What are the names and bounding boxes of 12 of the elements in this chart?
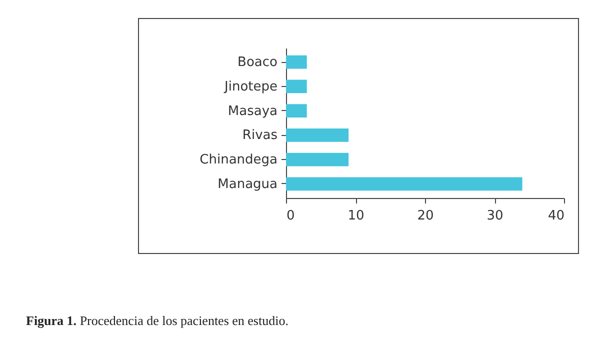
y-tick-label: Masaya [228,104,278,119]
x-tick-label: 20 [417,208,434,224]
x-tick-label: 0 [286,208,295,224]
y-tick-label: Managua [218,176,278,192]
y-tick-label: Rivas [242,128,278,144]
text: Figura 1. Procedencia de los pacientes en estudio. [26,313,288,329]
x-tick-label: 10 [348,208,364,224]
x-tick-label: 40 [548,208,564,224]
y-tick-label: Chinandega [200,152,278,168]
y-tick-label: Jinotepe [224,79,278,94]
x-tick-label: 30 [486,208,504,224]
y-tick-label: Boaco [238,55,278,70]
